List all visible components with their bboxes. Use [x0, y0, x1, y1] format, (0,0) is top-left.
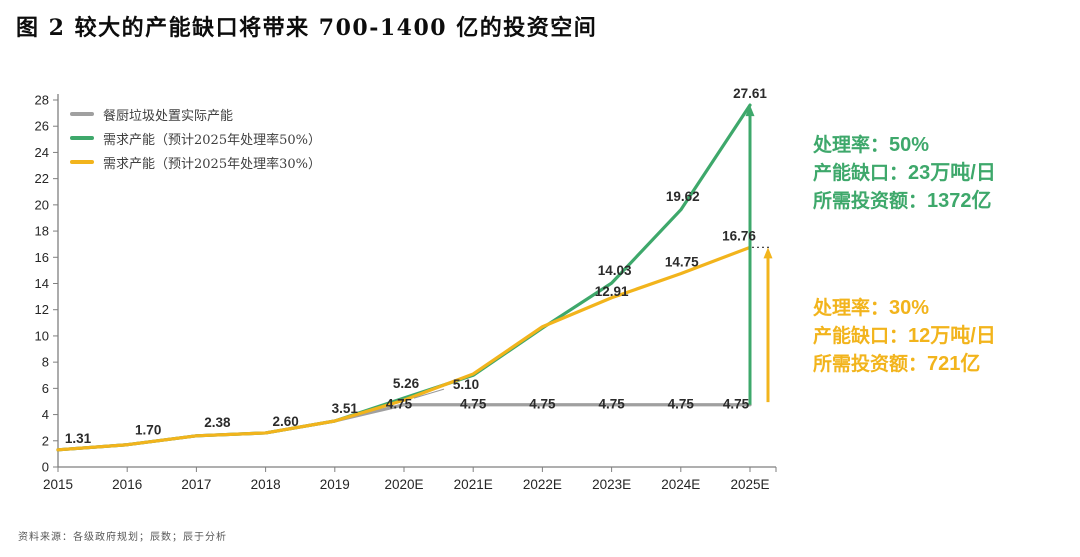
y-tick-label: 8	[42, 355, 49, 370]
gap-arrow-head-green	[745, 105, 755, 117]
callout-30-gap-line: 产能缺口：12万吨/日	[813, 325, 996, 347]
y-tick-label: 6	[42, 381, 49, 396]
x-tick-label: 2020E	[384, 477, 423, 492]
legend-label-demand-50: 需求产能（预计2025年处理率50%）	[103, 132, 321, 148]
data-label: 16.76	[722, 228, 756, 243]
y-tick-label: 10	[35, 328, 49, 343]
data-label: 4.75	[460, 397, 487, 412]
legend-item-actual-capacity: 餐厨垃圾处置实际产能	[70, 102, 321, 126]
callout-rate-50: 处理率：50% 产能缺口：23万吨/日 所需投资额：1372亿	[813, 131, 996, 215]
y-tick-label: 24	[35, 145, 49, 160]
data-label: 4.75	[529, 397, 556, 412]
data-label: 12.91	[595, 284, 629, 299]
x-tick-label: 2018	[251, 477, 281, 492]
x-tick-label: 2017	[181, 477, 211, 492]
callout-50-investment-line: 所需投资额：1372亿	[813, 190, 992, 212]
source-note: 资料来源：各级政府规划；辰数；辰于分析	[18, 532, 227, 543]
y-tick-label: 14	[35, 276, 49, 291]
x-tick-label: 2016	[112, 477, 142, 492]
y-tick-label: 18	[35, 224, 49, 239]
legend-label-actual-capacity: 餐厨垃圾处置实际产能	[103, 108, 234, 124]
data-label: 5.10	[453, 377, 479, 392]
legend-swatch-green	[70, 136, 94, 140]
x-tick-label: 2024E	[661, 477, 700, 492]
callout-30-rate-line: 处理率：30%	[813, 297, 930, 319]
x-tick-label: 2021E	[454, 477, 493, 492]
data-label: 4.75	[598, 397, 625, 412]
y-tick-label: 2	[42, 433, 49, 448]
legend-label-demand-30: 需求产能（预计2025年处理率30%）	[103, 156, 321, 172]
y-tick-label: 28	[35, 93, 49, 108]
data-label: 3.51	[332, 401, 359, 416]
y-tick-label: 20	[35, 197, 49, 212]
legend-swatch-yellow	[70, 160, 94, 164]
x-tick-label: 2022E	[523, 477, 562, 492]
callout-30-investment-line: 所需投资额：721亿	[813, 353, 981, 375]
data-label: 2.60	[272, 414, 298, 429]
legend-item-demand-50: 需求产能（预计2025年处理率50%）	[70, 126, 321, 150]
data-label: 14.75	[665, 255, 699, 270]
y-tick-label: 26	[35, 119, 49, 134]
label-leader-line	[413, 388, 445, 399]
callout-50-rate-line: 处理率：50%	[813, 134, 930, 156]
data-label: 19.62	[666, 189, 700, 204]
series-line-yellow	[56, 245, 752, 452]
gap-arrow-head-yellow	[763, 247, 773, 259]
data-label: 5.26	[393, 376, 420, 391]
y-tick-label: 4	[42, 407, 49, 422]
legend-swatch-gray	[70, 112, 94, 116]
page-title: 图 2 较大的产能缺口将带来 700-1400 亿的投资空间	[16, 15, 598, 41]
x-tick-label: 2025E	[730, 477, 769, 492]
legend-item-demand-30: 需求产能（预计2025年处理率30%）	[70, 150, 321, 174]
chart-legend: 餐厨垃圾处置实际产能 需求产能（预计2025年处理率50%） 需求产能（预计20…	[70, 102, 321, 174]
callout-rate-30: 处理率：30% 产能缺口：12万吨/日 所需投资额：721亿	[813, 294, 996, 378]
data-label: 2.38	[204, 415, 231, 430]
data-label: 4.75	[668, 397, 695, 412]
x-tick-label: 2019	[320, 477, 350, 492]
data-label: 1.31	[65, 431, 92, 446]
data-label: 27.61	[733, 86, 767, 101]
callout-50-gap-line: 产能缺口：23万吨/日	[813, 162, 996, 184]
x-tick-label: 2023E	[592, 477, 631, 492]
data-label: 14.03	[598, 263, 632, 278]
x-tick-label: 2015	[43, 477, 73, 492]
data-label: 4.75	[723, 397, 750, 412]
y-tick-label: 22	[35, 171, 49, 186]
y-tick-label: 16	[35, 250, 49, 265]
y-tick-label: 0	[42, 460, 49, 475]
data-label: 1.70	[135, 423, 161, 438]
data-label: 4.75	[386, 397, 413, 412]
y-tick-label: 12	[35, 302, 49, 317]
